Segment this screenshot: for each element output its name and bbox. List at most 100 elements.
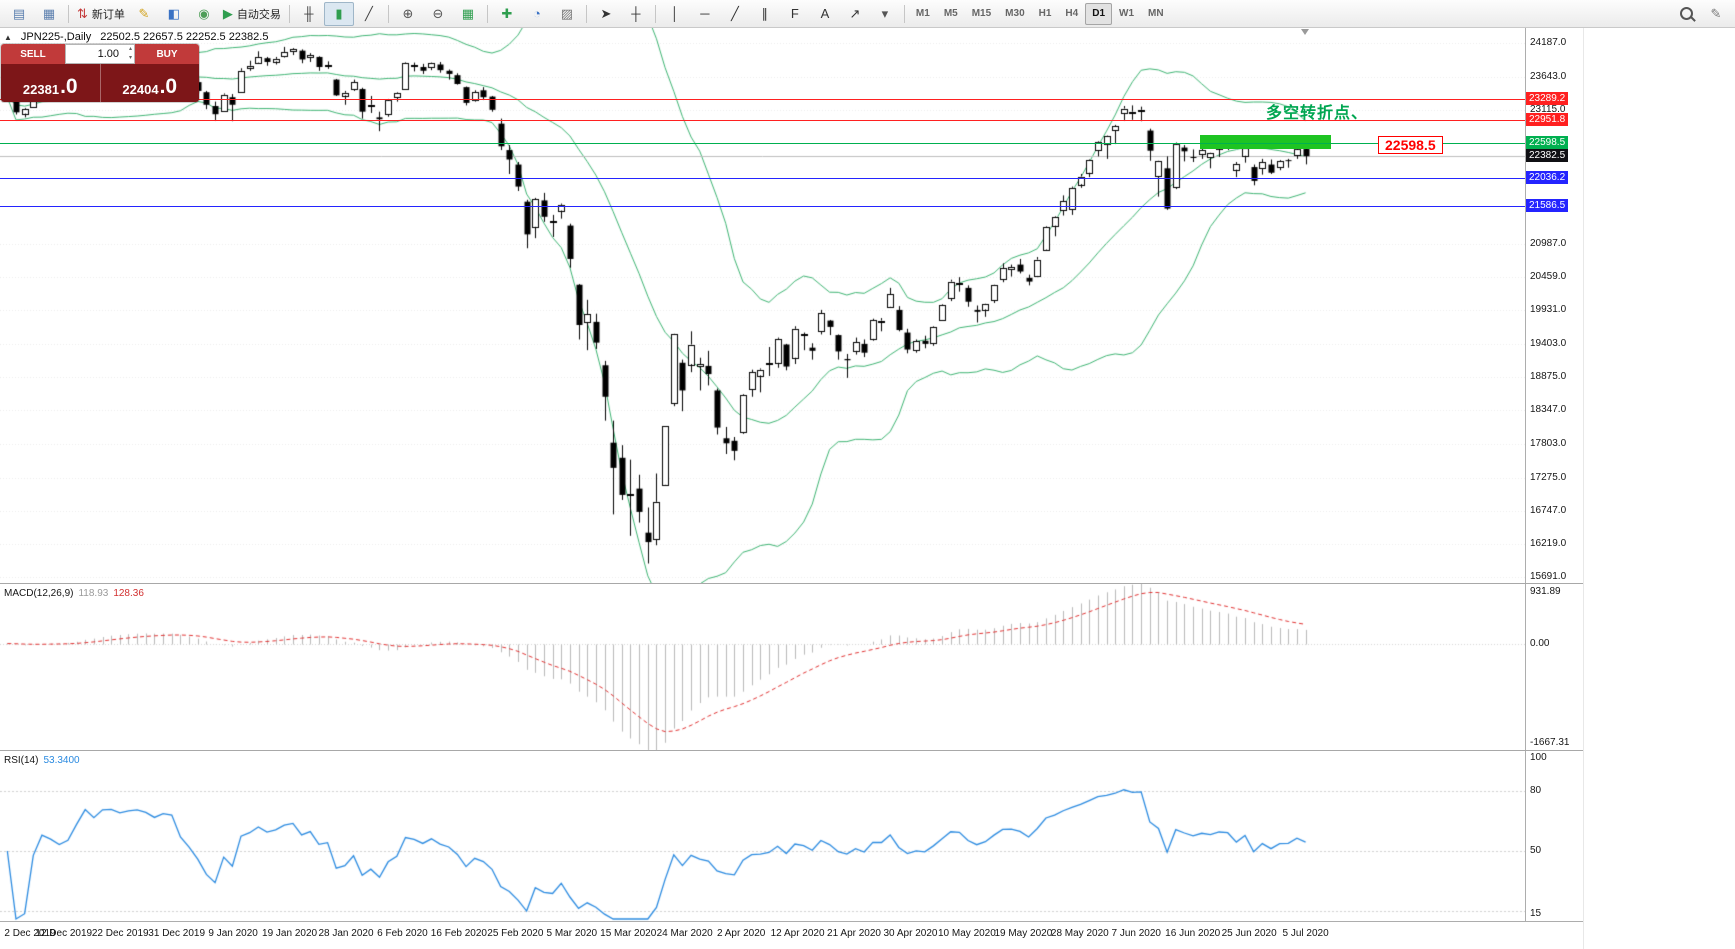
y-axis-tick: 18875.0 — [1530, 370, 1567, 382]
date-label: 12 Apr 2020 — [770, 928, 825, 939]
date-label: 9 Jan 2020 — [208, 928, 258, 939]
collapse-triangle-icon[interactable]: ▲ — [4, 32, 12, 42]
candlestick-chart-icon[interactable]: ▮ — [323, 1, 354, 26]
sell-price[interactable]: 22381.0 — [22, 75, 78, 99]
indicators-icon[interactable]: ✚ — [501, 5, 513, 21]
date-label: 15 Mar 2020 — [600, 928, 657, 939]
line-chart-icon[interactable]: ╱ — [364, 5, 373, 21]
price-tag-22598.5: 22598.5 — [1526, 135, 1569, 149]
volume-value[interactable]: 1.00 — [97, 48, 119, 60]
pivot-annotation[interactable]: 多空转折点、 — [1266, 105, 1369, 122]
quick-edit-icon[interactable]: ✎ — [1710, 5, 1722, 21]
date-label: 10 May 2020 — [937, 928, 996, 939]
algo-icon[interactable]: ◉ — [198, 5, 210, 21]
resistance-line-1[interactable] — [0, 99, 1525, 100]
metaeditor-icon[interactable]: ✎ — [138, 5, 150, 21]
time-axis[interactable]: 2 Dec 2019 12 Dec 2019 22 Dec 2019 31 Dec 2… — [0, 921, 1583, 949]
y-axis-tick: 20987.0 — [1530, 238, 1567, 250]
vertical-line-icon[interactable]: │ — [670, 6, 679, 21]
auto-trading-button[interactable]: ▶ 自动交易 — [222, 5, 281, 21]
toolbar-separator — [486, 4, 488, 23]
timeframe-m15[interactable]: M15 — [971, 8, 992, 19]
periods-icon[interactable]: ◔ — [532, 6, 541, 21]
pane-splitter-rsi[interactable] — [0, 750, 1583, 751]
trendline-icon[interactable]: ╱ — [730, 5, 739, 21]
timeframe-h4[interactable]: H4 — [1065, 8, 1079, 19]
support-line-1[interactable] — [0, 178, 1525, 179]
new-order-button[interactable]: ⇅ 新订单 — [77, 5, 125, 21]
spin-up-icon[interactable]: ▴ — [128, 46, 132, 52]
price-tag-21586.5: 21586.5 — [1526, 199, 1569, 213]
price-tag-23289.2: 23289.2 — [1526, 92, 1569, 106]
sell-button[interactable]: SELL — [1, 44, 65, 64]
toolbar-separator — [387, 4, 389, 23]
y-axis-tick: 0.00 — [1530, 637, 1550, 649]
buy-button[interactable]: BUY — [135, 44, 199, 64]
volume-input[interactable]: 1.00 ▴ ▾ — [65, 44, 135, 64]
price-tag-22382.5: 22382.5 — [1526, 149, 1569, 163]
cursor-icon[interactable]: ➤ — [600, 5, 612, 21]
objects-dropdown-icon[interactable]: ▾ — [881, 5, 889, 21]
fibonacci-icon[interactable]: F — [790, 6, 799, 21]
arrows-icon[interactable]: ↗ — [849, 5, 861, 21]
y-axis-tick: 19931.0 — [1530, 304, 1567, 316]
templates-icon[interactable]: ▨ — [560, 5, 574, 21]
y-axis-tick: 100 — [1530, 752, 1547, 763]
bar-chart-icon[interactable]: ╫ — [304, 6, 314, 21]
timeframe-m1[interactable]: M1 — [915, 8, 930, 19]
crosshair-icon[interactable]: ┼ — [631, 6, 641, 21]
date-label: 19 May 2020 — [994, 928, 1053, 939]
right-gutter — [1583, 28, 1735, 949]
date-label: 19 Jan 2020 — [262, 928, 318, 939]
price-callout[interactable]: 22598.5 — [1378, 136, 1443, 154]
timeframe-h1[interactable]: H1 — [1038, 8, 1052, 19]
profiles-icon[interactable]: ▦ — [42, 5, 56, 21]
timeframe-m30[interactable]: M30 — [1005, 8, 1025, 19]
timeframe-m5[interactable]: M5 — [943, 8, 958, 19]
grid-icon[interactable]: ▦ — [461, 5, 475, 21]
date-label: 2 Dec 2019 — [4, 928, 56, 939]
market-watch-icon[interactable]: ◧ — [167, 5, 181, 21]
price-tag-22951.8: 22951.8 — [1526, 113, 1569, 127]
date-label: 25 Jun 2020 — [1221, 928, 1277, 939]
y-axis-tick: 17275.0 — [1530, 471, 1567, 483]
y-axis-tick: 15691.0 — [1530, 571, 1567, 583]
new-chart-icon[interactable]: ▤ — [12, 5, 26, 21]
zoom-out-icon[interactable]: ⊖ — [432, 5, 444, 21]
symbol-period-label: JPN225-,Daily — [20, 31, 92, 43]
support-line-2[interactable] — [0, 206, 1525, 207]
horizontal-line-icon[interactable]: ─ — [700, 6, 710, 21]
timeframe-d1[interactable]: D1 — [1085, 2, 1113, 25]
rsi-label: RSI(14) 53.3400 — [4, 755, 80, 766]
y-axis-tick: 17803.0 — [1530, 438, 1567, 450]
pivot-line[interactable] — [0, 143, 1525, 144]
toolbar-separator — [288, 4, 290, 23]
chart-ohlc-header: ▲ JPN225-,Daily 22502.5 22657.5 22252.5 … — [4, 31, 268, 43]
resistance-line-2[interactable] — [0, 120, 1525, 121]
price-axis[interactable]: 24187.0 23643.0 23115.0 20987.0 20459.0 19931… — [1525, 28, 1583, 921]
date-label: 30 Apr 2020 — [883, 928, 938, 939]
buy-price[interactable]: 22404.0 — [122, 75, 178, 99]
volume-spinner[interactable]: ▴ ▾ — [129, 45, 132, 63]
date-label: 31 Dec 2019 — [148, 928, 206, 939]
y-axis-tick: 19403.0 — [1530, 337, 1567, 349]
y-axis-tick: 18347.0 — [1530, 404, 1567, 416]
date-label: 7 Jun 2020 — [1111, 928, 1162, 939]
highlight-rectangle[interactable] — [1200, 135, 1331, 149]
y-axis-tick: 16219.0 — [1530, 538, 1567, 550]
channel-icon[interactable]: ∥ — [761, 5, 769, 21]
y-axis-tick: 931.89 — [1530, 586, 1561, 597]
toolbar-separator — [68, 4, 69, 23]
macd-indicator-canvas[interactable] — [0, 584, 1525, 750]
rsi-indicator-canvas[interactable] — [0, 751, 1525, 921]
search-icon[interactable] — [1671, 2, 1701, 26]
date-label: 5 Mar 2020 — [546, 928, 598, 939]
spin-down-icon[interactable]: ▾ — [128, 55, 132, 61]
text-icon[interactable]: A — [820, 6, 830, 21]
timeframe-w1[interactable]: W1 — [1119, 8, 1135, 19]
zoom-in-icon[interactable]: ⊕ — [402, 5, 414, 21]
timeframe-mn[interactable]: MN — [1148, 8, 1164, 19]
pane-splitter-macd[interactable] — [0, 583, 1583, 584]
y-axis-tick: 20459.0 — [1530, 271, 1567, 283]
chart-shift-marker[interactable] — [1301, 29, 1309, 35]
